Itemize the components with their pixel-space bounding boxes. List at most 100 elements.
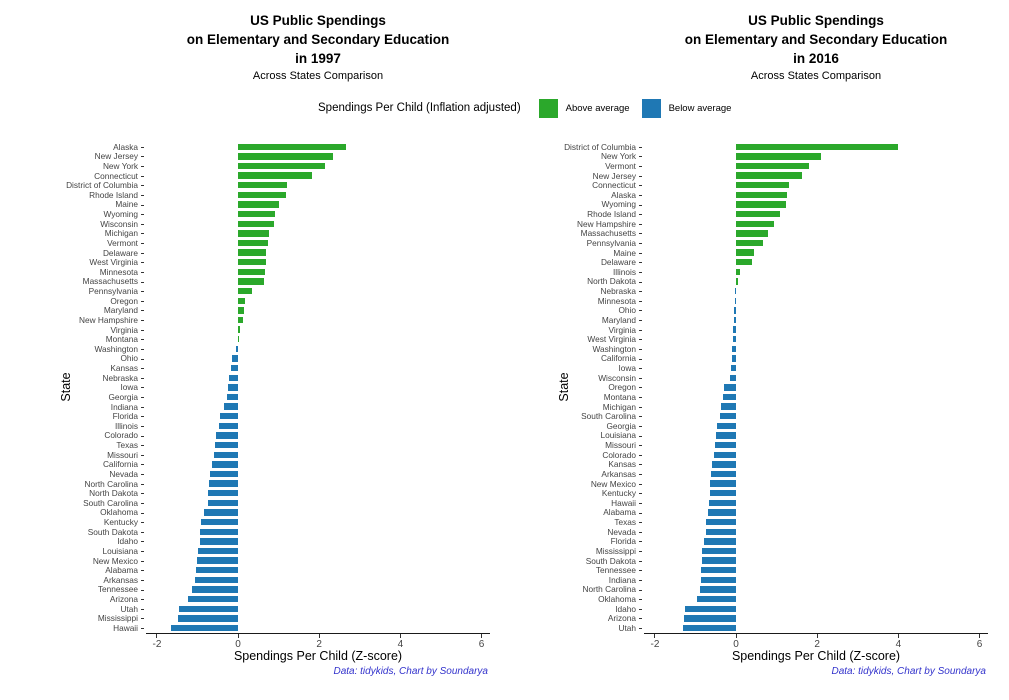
state-label: New Jersey: [56, 152, 146, 161]
state-label: Delaware: [56, 248, 146, 257]
bar-row: Idaho: [56, 537, 490, 547]
bar-track: [644, 296, 988, 306]
bar-above-average: [238, 259, 266, 266]
bar-track: [146, 248, 490, 258]
bar-track: [644, 238, 988, 248]
bar-below-average: [699, 586, 737, 593]
bar-track: [644, 277, 988, 287]
bar-below-average: [721, 403, 737, 410]
tick-mark: [480, 634, 482, 638]
bar-track: [644, 219, 988, 229]
bar-track: [644, 450, 988, 460]
bar-track: [146, 614, 490, 624]
state-label: Utah: [554, 624, 644, 632]
bar-row: Texas: [554, 517, 988, 527]
bar-row: Nevada: [56, 469, 490, 479]
bar-row: Louisiana: [554, 431, 988, 441]
state-label: Ohio: [56, 354, 146, 363]
bar-track: [146, 142, 490, 152]
bar-below-average: [188, 595, 239, 603]
bar-track: [146, 286, 490, 296]
state-label: Arkansas: [56, 575, 146, 584]
bar-row: Indiana: [554, 575, 988, 585]
bar-track: [146, 469, 490, 479]
bar-below-average: [200, 528, 239, 535]
bar-track: [644, 469, 988, 479]
bar-track: [644, 373, 988, 383]
chart-panel-1997: US Public Spendings on Elementary and Se…: [56, 0, 490, 700]
bar-track: [146, 460, 490, 470]
bar-below-average: [705, 528, 737, 535]
state-label: Minnesota: [56, 267, 146, 276]
bar-track: [146, 508, 490, 518]
tick-label: 6: [976, 639, 983, 650]
bar-above-average: [238, 162, 326, 170]
tick-label: 2: [316, 639, 322, 650]
bar-track: [644, 171, 988, 181]
tick-label: 4: [895, 639, 902, 650]
bar-above-average: [238, 287, 252, 295]
bar-above-average: [238, 153, 333, 160]
state-label: Ohio: [554, 306, 644, 315]
bar-below-average: [714, 451, 737, 458]
bar-track: [146, 296, 490, 306]
state-label: District of Columbia: [554, 142, 644, 151]
bar-track: [644, 142, 988, 152]
bar-below-average: [732, 336, 737, 343]
bar-track: [644, 335, 988, 345]
bar-row: South Dakota: [554, 556, 988, 566]
bar-track: [146, 219, 490, 229]
state-label: Utah: [56, 604, 146, 613]
bar-track: [644, 575, 988, 585]
state-label: South Dakota: [56, 527, 146, 536]
state-label: Idaho: [554, 604, 644, 613]
bar-track: [146, 412, 490, 422]
state-label: Maryland: [554, 316, 644, 324]
state-label: North Carolina: [554, 585, 644, 594]
bar-below-average: [732, 345, 737, 353]
bar-row: Wyoming: [554, 200, 988, 210]
tick-label: 4: [397, 639, 404, 650]
state-label: Hawaii: [56, 624, 146, 632]
bar-below-average: [682, 624, 737, 632]
bar-row: Florida: [56, 412, 490, 422]
state-label: Wyoming: [554, 200, 644, 209]
bar-above-average: [238, 297, 246, 304]
state-label: Louisiana: [56, 547, 146, 555]
bar-row: South Carolina: [554, 412, 988, 422]
state-label: Wyoming: [56, 210, 146, 218]
bar-row: Hawaii: [554, 498, 988, 508]
bar-row: Arizona: [554, 614, 988, 624]
bar-below-average: [197, 547, 239, 555]
state-label: Connecticut: [56, 171, 146, 180]
bar-below-average: [219, 422, 239, 430]
bar-below-average: [191, 586, 239, 593]
bar-row: Nevada: [554, 527, 988, 537]
bar-track: [146, 402, 490, 412]
bar-track: [644, 489, 988, 499]
bar-track: [146, 392, 490, 402]
state-label: Florida: [554, 537, 644, 546]
bar-above-average: [736, 268, 741, 276]
bar-below-average: [706, 518, 737, 526]
state-label: Pennsylvania: [56, 287, 146, 295]
bar-below-average: [178, 615, 239, 622]
state-label: Michigan: [56, 229, 146, 238]
bar-below-average: [733, 326, 737, 333]
state-label: Washington: [554, 344, 644, 353]
state-label: Nebraska: [56, 373, 146, 382]
bar-row: Alabama: [56, 566, 490, 576]
bar-below-average: [697, 595, 737, 603]
bar-below-average: [220, 413, 239, 420]
state-label: Colorado: [554, 450, 644, 459]
bar-track: [644, 440, 988, 450]
state-label: Arizona: [554, 614, 644, 623]
state-label: Maine: [554, 248, 644, 257]
bar-row: Rhode Island: [554, 209, 988, 219]
bar-track: [146, 537, 490, 547]
bar-track: [644, 209, 988, 219]
bar-row: Minnesota: [56, 267, 490, 277]
bar-track: [146, 325, 490, 335]
bar-track: [146, 440, 490, 450]
x-axis-1997: -2 0 2 4 6: [146, 633, 490, 650]
